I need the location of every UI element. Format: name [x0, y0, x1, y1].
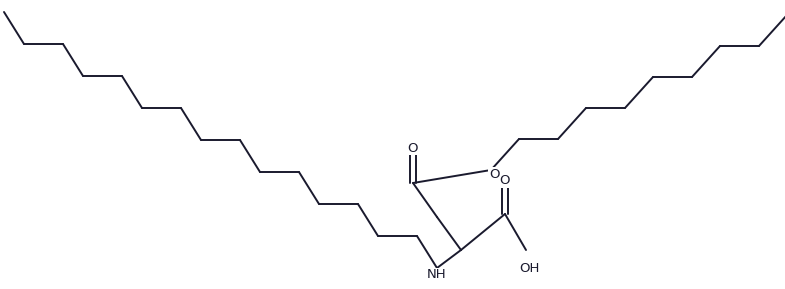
Text: OH: OH: [519, 262, 539, 275]
Text: O: O: [489, 168, 499, 181]
Text: O: O: [407, 142, 418, 155]
Text: O: O: [500, 175, 510, 188]
Text: NH: NH: [427, 268, 447, 281]
